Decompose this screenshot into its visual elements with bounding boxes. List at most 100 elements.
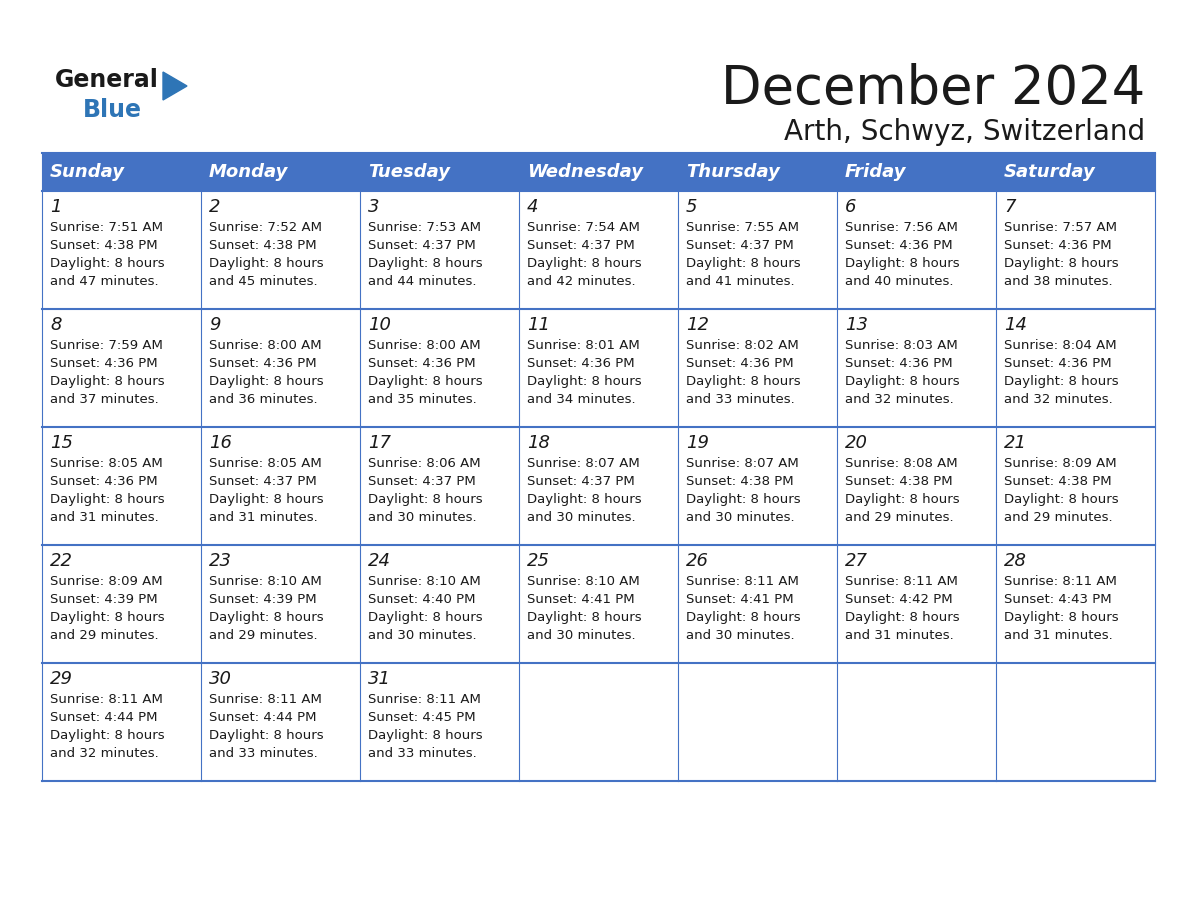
Text: and 31 minutes.: and 31 minutes. [50, 511, 159, 524]
Bar [519, 191, 678, 309]
Bar [678, 153, 838, 191]
Text: 22: 22 [50, 552, 72, 570]
Text: Daylight: 8 hours: Daylight: 8 hours [845, 493, 960, 506]
Bar [678, 427, 838, 545]
Text: Daylight: 8 hours: Daylight: 8 hours [845, 375, 960, 388]
Bar [996, 191, 1155, 309]
Text: Sunset: 4:44 PM: Sunset: 4:44 PM [209, 711, 316, 724]
Text: Daylight: 8 hours: Daylight: 8 hours [685, 611, 801, 624]
Text: 10: 10 [368, 316, 391, 334]
Text: Sunrise: 8:10 AM: Sunrise: 8:10 AM [368, 575, 481, 588]
Text: Sunset: 4:38 PM: Sunset: 4:38 PM [209, 239, 317, 252]
Text: and 41 minutes.: and 41 minutes. [685, 275, 795, 288]
Text: 2: 2 [209, 198, 221, 216]
Text: and 31 minutes.: and 31 minutes. [845, 629, 954, 642]
Text: and 29 minutes.: and 29 minutes. [845, 511, 954, 524]
Text: Arth, Schwyz, Switzerland: Arth, Schwyz, Switzerland [784, 118, 1145, 146]
Bar [838, 153, 996, 191]
Bar [360, 663, 519, 781]
Text: 15: 15 [50, 434, 72, 452]
Text: Sunrise: 8:09 AM: Sunrise: 8:09 AM [1004, 457, 1117, 470]
Text: Sunrise: 8:00 AM: Sunrise: 8:00 AM [368, 339, 481, 352]
Text: Sunset: 4:36 PM: Sunset: 4:36 PM [368, 357, 475, 370]
Text: 25: 25 [527, 552, 550, 570]
Text: Blue: Blue [83, 98, 143, 122]
Text: Sunset: 4:36 PM: Sunset: 4:36 PM [685, 357, 794, 370]
Bar [360, 427, 519, 545]
Text: Daylight: 8 hours: Daylight: 8 hours [209, 729, 323, 742]
Text: 16: 16 [209, 434, 232, 452]
Bar [678, 309, 838, 427]
Text: 19: 19 [685, 434, 709, 452]
Bar [201, 663, 360, 781]
Text: Sunset: 4:43 PM: Sunset: 4:43 PM [1004, 593, 1112, 606]
Text: Daylight: 8 hours: Daylight: 8 hours [845, 257, 960, 270]
Bar [838, 191, 996, 309]
Text: and 29 minutes.: and 29 minutes. [50, 629, 159, 642]
Text: 5: 5 [685, 198, 697, 216]
Text: Sunrise: 8:11 AM: Sunrise: 8:11 AM [368, 693, 481, 706]
Text: Sunrise: 8:05 AM: Sunrise: 8:05 AM [209, 457, 322, 470]
Text: and 37 minutes.: and 37 minutes. [50, 393, 159, 406]
Text: Sunset: 4:37 PM: Sunset: 4:37 PM [685, 239, 794, 252]
Text: and 32 minutes.: and 32 minutes. [845, 393, 954, 406]
Bar [42, 191, 201, 309]
Text: and 47 minutes.: and 47 minutes. [50, 275, 159, 288]
Text: 27: 27 [845, 552, 868, 570]
Text: Sunrise: 7:56 AM: Sunrise: 7:56 AM [845, 221, 958, 234]
Bar [519, 153, 678, 191]
Bar [519, 427, 678, 545]
Text: Sunset: 4:39 PM: Sunset: 4:39 PM [50, 593, 158, 606]
Text: 31: 31 [368, 670, 391, 688]
Text: Sunset: 4:44 PM: Sunset: 4:44 PM [50, 711, 158, 724]
Text: December 2024: December 2024 [721, 63, 1145, 115]
Text: Sunset: 4:40 PM: Sunset: 4:40 PM [368, 593, 475, 606]
Text: Monday: Monday [209, 163, 289, 181]
Text: Daylight: 8 hours: Daylight: 8 hours [1004, 375, 1119, 388]
Text: and 30 minutes.: and 30 minutes. [368, 511, 476, 524]
Text: 30: 30 [209, 670, 232, 688]
Text: Daylight: 8 hours: Daylight: 8 hours [50, 611, 165, 624]
Bar [678, 545, 838, 663]
Text: and 30 minutes.: and 30 minutes. [527, 511, 636, 524]
Text: 26: 26 [685, 552, 709, 570]
Bar [838, 663, 996, 781]
Text: Daylight: 8 hours: Daylight: 8 hours [50, 493, 165, 506]
Text: Daylight: 8 hours: Daylight: 8 hours [50, 375, 165, 388]
Text: Daylight: 8 hours: Daylight: 8 hours [527, 611, 642, 624]
Text: Daylight: 8 hours: Daylight: 8 hours [527, 257, 642, 270]
Text: 24: 24 [368, 552, 391, 570]
Bar [996, 663, 1155, 781]
Text: Sunset: 4:38 PM: Sunset: 4:38 PM [1004, 475, 1112, 488]
Text: Sunrise: 7:57 AM: Sunrise: 7:57 AM [1004, 221, 1117, 234]
Text: Sunrise: 8:11 AM: Sunrise: 8:11 AM [209, 693, 322, 706]
Text: and 38 minutes.: and 38 minutes. [1004, 275, 1113, 288]
Text: Daylight: 8 hours: Daylight: 8 hours [209, 257, 323, 270]
Text: 7: 7 [1004, 198, 1016, 216]
Text: 14: 14 [1004, 316, 1026, 334]
Text: Saturday: Saturday [1004, 163, 1095, 181]
Bar [519, 663, 678, 781]
Text: Sunrise: 8:01 AM: Sunrise: 8:01 AM [527, 339, 640, 352]
Text: Sunset: 4:36 PM: Sunset: 4:36 PM [209, 357, 317, 370]
Text: Daylight: 8 hours: Daylight: 8 hours [50, 729, 165, 742]
Text: 6: 6 [845, 198, 857, 216]
Bar [201, 191, 360, 309]
Text: Daylight: 8 hours: Daylight: 8 hours [685, 493, 801, 506]
Text: and 30 minutes.: and 30 minutes. [527, 629, 636, 642]
Text: and 45 minutes.: and 45 minutes. [209, 275, 317, 288]
Text: Sunrise: 8:03 AM: Sunrise: 8:03 AM [845, 339, 958, 352]
Text: Daylight: 8 hours: Daylight: 8 hours [1004, 257, 1119, 270]
Bar [838, 427, 996, 545]
Text: Daylight: 8 hours: Daylight: 8 hours [368, 729, 482, 742]
Text: 13: 13 [845, 316, 868, 334]
Text: Sunrise: 8:09 AM: Sunrise: 8:09 AM [50, 575, 163, 588]
Text: 11: 11 [527, 316, 550, 334]
Text: Sunset: 4:45 PM: Sunset: 4:45 PM [368, 711, 475, 724]
Text: Sunset: 4:37 PM: Sunset: 4:37 PM [527, 475, 634, 488]
Text: Sunrise: 8:11 AM: Sunrise: 8:11 AM [685, 575, 798, 588]
Text: 12: 12 [685, 316, 709, 334]
Text: and 42 minutes.: and 42 minutes. [527, 275, 636, 288]
Bar [201, 153, 360, 191]
Text: Sunrise: 8:08 AM: Sunrise: 8:08 AM [845, 457, 958, 470]
